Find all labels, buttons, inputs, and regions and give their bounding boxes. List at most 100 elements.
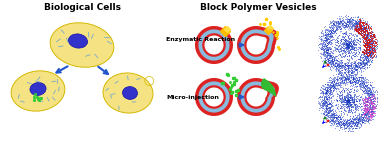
Point bbox=[345, 99, 351, 102]
Point bbox=[337, 39, 343, 41]
Ellipse shape bbox=[103, 73, 153, 113]
Point bbox=[344, 118, 350, 120]
Point bbox=[322, 91, 328, 93]
Point bbox=[322, 88, 328, 90]
Point bbox=[345, 100, 351, 102]
Point bbox=[324, 51, 330, 53]
Point bbox=[345, 100, 351, 102]
Point bbox=[369, 92, 375, 94]
Point bbox=[320, 93, 326, 95]
Point bbox=[344, 58, 350, 60]
Point bbox=[347, 125, 353, 127]
Point bbox=[358, 27, 364, 29]
Point bbox=[354, 67, 360, 70]
Point bbox=[366, 31, 372, 33]
Point bbox=[357, 26, 363, 29]
Point bbox=[364, 60, 370, 62]
Point bbox=[363, 104, 369, 106]
Point bbox=[347, 51, 353, 54]
Point bbox=[365, 98, 371, 100]
Point bbox=[343, 77, 349, 79]
Point bbox=[332, 76, 338, 78]
Point bbox=[332, 84, 338, 86]
Point bbox=[345, 125, 351, 127]
Point bbox=[371, 36, 377, 38]
Point bbox=[364, 106, 370, 108]
Point bbox=[336, 121, 342, 124]
Point bbox=[362, 37, 368, 40]
Point bbox=[325, 105, 332, 108]
Point bbox=[339, 80, 345, 82]
Point bbox=[364, 21, 370, 23]
Point bbox=[330, 81, 336, 84]
Point bbox=[369, 42, 375, 45]
Point bbox=[324, 36, 330, 38]
Point bbox=[364, 92, 370, 95]
Point bbox=[331, 57, 337, 59]
Point bbox=[342, 82, 349, 84]
Point bbox=[358, 68, 364, 71]
Point bbox=[361, 33, 367, 36]
Point bbox=[355, 22, 361, 24]
Point bbox=[344, 48, 350, 50]
Point bbox=[337, 19, 343, 21]
Point bbox=[356, 113, 362, 115]
Point bbox=[364, 33, 370, 35]
Point bbox=[369, 91, 375, 93]
Point bbox=[366, 40, 372, 42]
Point bbox=[361, 107, 367, 110]
Point bbox=[330, 120, 336, 122]
Point bbox=[342, 41, 349, 43]
Point bbox=[332, 86, 338, 89]
Point bbox=[367, 106, 373, 109]
Point bbox=[333, 84, 339, 87]
Point bbox=[364, 91, 370, 94]
Point bbox=[325, 112, 331, 114]
Point bbox=[357, 120, 363, 122]
Point bbox=[345, 71, 352, 74]
Point bbox=[349, 22, 355, 24]
Point bbox=[359, 80, 365, 83]
Point bbox=[344, 76, 350, 78]
Point bbox=[368, 98, 374, 101]
Point bbox=[364, 51, 370, 53]
Point bbox=[326, 88, 332, 90]
Point bbox=[329, 93, 335, 95]
Point bbox=[345, 103, 351, 105]
Point bbox=[343, 96, 349, 98]
Point bbox=[348, 65, 354, 67]
Point bbox=[338, 124, 344, 127]
Point bbox=[361, 54, 367, 57]
Point bbox=[366, 50, 372, 52]
Point bbox=[341, 124, 347, 126]
Point bbox=[324, 103, 330, 105]
Point bbox=[318, 35, 324, 37]
Point bbox=[346, 21, 352, 23]
Point bbox=[356, 42, 362, 45]
Point bbox=[355, 80, 361, 82]
Point bbox=[330, 24, 336, 27]
Point bbox=[322, 83, 328, 85]
Point bbox=[353, 22, 359, 24]
Point bbox=[356, 40, 363, 42]
Point bbox=[364, 55, 370, 57]
Point bbox=[342, 43, 349, 45]
Point bbox=[361, 36, 367, 39]
Point bbox=[355, 25, 361, 27]
Point bbox=[331, 112, 337, 114]
Point bbox=[339, 32, 345, 34]
Point bbox=[360, 77, 366, 80]
Point bbox=[335, 75, 341, 77]
Point bbox=[344, 76, 350, 79]
Point bbox=[335, 105, 341, 107]
Point bbox=[321, 52, 327, 55]
Point bbox=[349, 67, 355, 69]
Point bbox=[366, 97, 372, 99]
Point bbox=[353, 127, 359, 129]
Point bbox=[360, 28, 366, 30]
Point bbox=[346, 26, 352, 28]
Point bbox=[372, 50, 378, 52]
Point bbox=[317, 98, 323, 100]
Point bbox=[367, 49, 373, 51]
Point bbox=[341, 63, 347, 65]
